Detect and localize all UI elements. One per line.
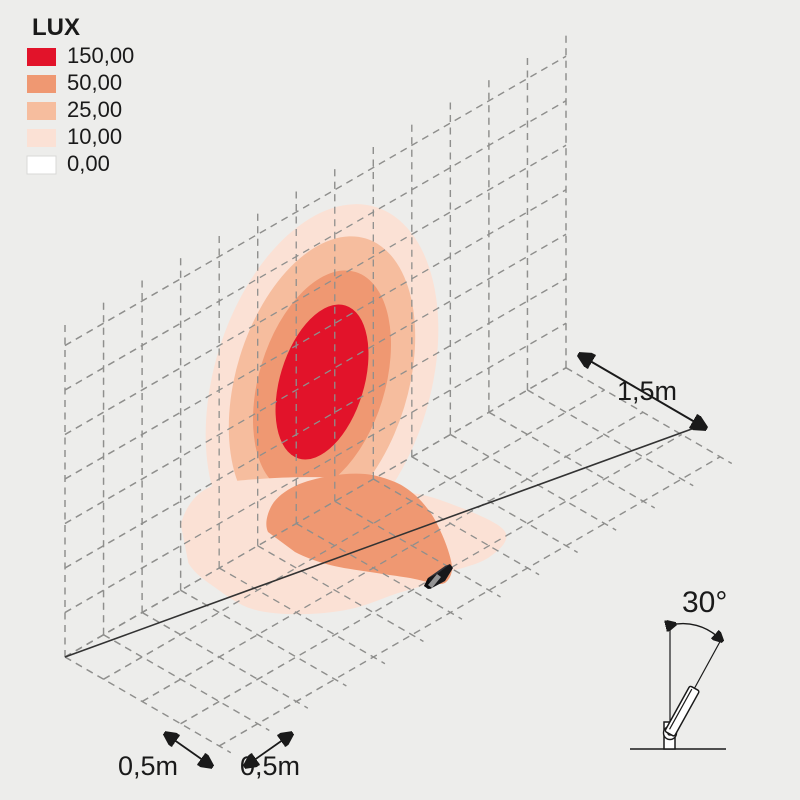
svg-text:0,5m: 0,5m bbox=[240, 751, 300, 781]
svg-text:25,00: 25,00 bbox=[67, 97, 122, 122]
svg-text:1,5m: 1,5m bbox=[617, 376, 677, 406]
svg-text:150,00: 150,00 bbox=[67, 43, 134, 68]
svg-text:0,5m: 0,5m bbox=[118, 751, 178, 781]
svg-text:0,00: 0,00 bbox=[67, 151, 110, 176]
svg-text:LUX: LUX bbox=[32, 14, 80, 41]
svg-text:30°: 30° bbox=[682, 586, 727, 619]
svg-text:10,00: 10,00 bbox=[67, 124, 122, 149]
svg-text:50,00: 50,00 bbox=[67, 70, 122, 95]
